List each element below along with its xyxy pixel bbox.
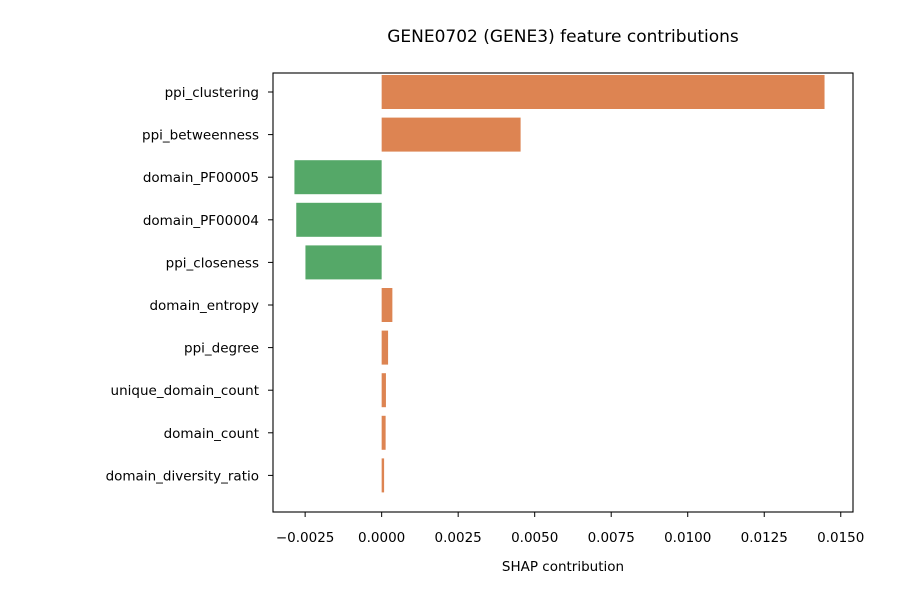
y-tick-label-domain-diversity-ratio: domain_diversity_ratio: [106, 468, 259, 484]
bar-domain-pf00005: [294, 160, 382, 195]
x-tick-label: 0.0025: [435, 530, 482, 546]
y-tick-label-domain-pf00004: domain_PF00004: [143, 213, 259, 229]
bar-ppi-closeness: [305, 245, 382, 280]
y-tick-label-domain-entropy: domain_entropy: [149, 298, 259, 314]
chart-title: GENE0702 (GENE3) feature contributions: [387, 27, 739, 47]
x-tick-label: 0.0075: [588, 530, 635, 546]
y-tick-label-domain-pf00005: domain_PF00005: [143, 170, 259, 186]
bar-ppi-clustering: [381, 75, 825, 109]
y-tick-label-ppi-betweenness: ppi_betweenness: [142, 128, 259, 144]
y-tick-label-ppi-degree: ppi_degree: [184, 341, 259, 357]
x-tick-labels: −0.0025 0.0000 0.0025 0.0050 0.0075 0.0100 0.0…: [276, 512, 864, 546]
x-tick-label: 0.0150: [817, 530, 864, 546]
bars-group: [294, 75, 825, 493]
y-tick-label-ppi-closeness: ppi_closeness: [166, 255, 259, 271]
y-tick-labels: ppi_clustering ppi_betweenness domain_PF00…: [106, 85, 273, 484]
x-tick-label: 0.0125: [741, 530, 788, 546]
x-tick-label: 0.0100: [664, 530, 711, 546]
bar-domain-count: [381, 415, 386, 450]
bar-ppi-betweenness: [381, 117, 521, 152]
y-tick-label-unique-domain-count: unique_domain_count: [111, 383, 259, 399]
bar-ppi-degree: [381, 330, 389, 365]
y-tick-label-ppi-clustering: ppi_clustering: [165, 85, 259, 101]
bar-unique-domain-count: [381, 373, 386, 408]
bar-domain-diversity-ratio: [381, 458, 385, 493]
x-axis-label: SHAP contribution: [502, 559, 624, 575]
y-tick-label-domain-count: domain_count: [164, 426, 259, 442]
bar-domain-entropy: [381, 288, 393, 322]
x-tick-label: 0.0000: [358, 530, 405, 546]
x-tick-label: 0.0050: [511, 530, 558, 546]
bar-domain-pf00004: [296, 202, 382, 237]
axes-frame: [272, 72, 854, 513]
x-tick-label: −0.0025: [276, 530, 335, 546]
